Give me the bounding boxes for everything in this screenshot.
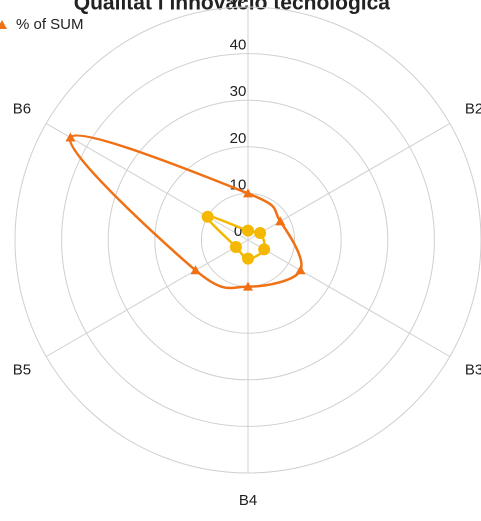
point: [254, 227, 267, 240]
point: [258, 243, 271, 256]
r-tick-label: 0: [234, 223, 242, 240]
point: [242, 252, 254, 265]
r-tick-label: 20: [230, 130, 247, 147]
legend-label: % of SUM: [16, 16, 84, 33]
point: [229, 240, 242, 253]
series-line: [68, 134, 303, 290]
category-label: B3: [465, 361, 481, 378]
r-tick-label: 30: [230, 83, 247, 100]
spoke: [45, 123, 249, 241]
category-label: B4: [239, 492, 257, 509]
r-tick-label: 40: [230, 37, 247, 54]
category-label: B2: [465, 100, 481, 117]
point: [201, 210, 214, 223]
point: [190, 265, 201, 275]
point: [243, 281, 253, 291]
point: [242, 224, 254, 237]
r-tick-label: 10: [230, 176, 247, 193]
point: [295, 265, 306, 275]
spoke: [45, 239, 249, 357]
legend-marker: [0, 20, 7, 29]
r-tick-label: 50: [230, 0, 247, 7]
point: [275, 216, 286, 226]
category-label: B5: [13, 361, 31, 378]
category-label: B6: [13, 100, 31, 117]
spoke: [247, 239, 451, 357]
point: [65, 132, 76, 142]
point: [243, 188, 253, 198]
